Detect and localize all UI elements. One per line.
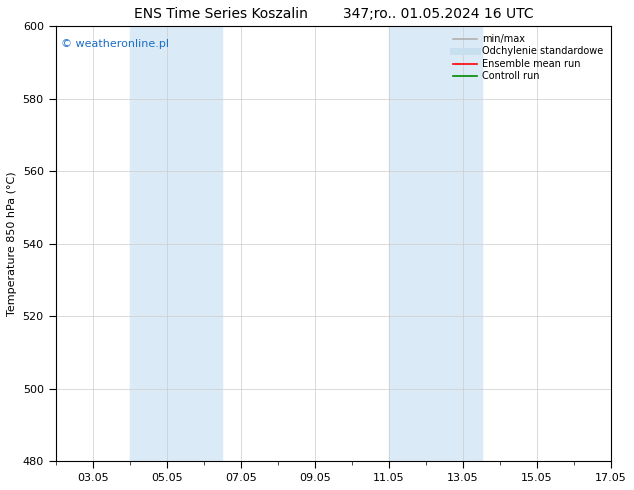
Text: © weatheronline.pl: © weatheronline.pl — [61, 39, 169, 49]
Title: ENS Time Series Koszalin        347;ro.. 01.05.2024 16 UTC: ENS Time Series Koszalin 347;ro.. 01.05.… — [134, 7, 533, 21]
Bar — [426, 26, 482, 461]
Legend: min/max, Odchylenie standardowe, Ensemble mean run, Controll run: min/max, Odchylenie standardowe, Ensembl… — [450, 31, 606, 84]
Bar — [389, 26, 426, 461]
Bar — [129, 26, 223, 461]
Y-axis label: Temperature 850 hPa (°C): Temperature 850 hPa (°C) — [7, 172, 17, 316]
